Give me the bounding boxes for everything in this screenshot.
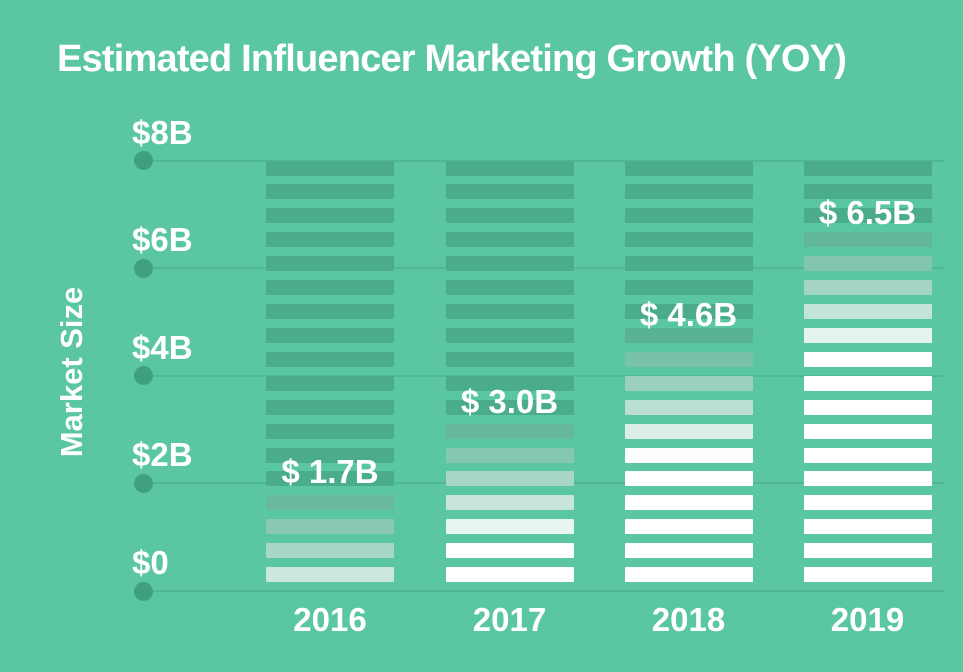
gridline-dot (133, 151, 153, 170)
bar-stripe (266, 543, 394, 559)
bar-stripe (624, 399, 753, 415)
bar-stripe (803, 375, 932, 391)
bar-stripe (445, 543, 574, 559)
bar-stripe (803, 304, 932, 319)
value-label-2017: $ 3.0B (460, 382, 559, 420)
bar-stripe (445, 567, 574, 583)
bar-stripe (266, 399, 394, 415)
bar-stripe (445, 447, 574, 463)
bar-stripe (803, 208, 932, 224)
bar-2017 (445, 160, 574, 592)
y-tick-label: $6B (132, 221, 193, 259)
bar-stripe (803, 256, 932, 272)
bar-stripe (445, 256, 574, 272)
bar-stripe (624, 567, 753, 583)
bar-stripe (266, 327, 394, 343)
bar-stripe (624, 160, 753, 176)
bar-stripe (445, 232, 574, 248)
bar-2016 (266, 160, 394, 592)
bar-stripe (624, 495, 753, 511)
bar-stripe (803, 423, 932, 439)
bar-stripe (803, 543, 932, 559)
bar-stripe (266, 375, 394, 391)
bar-stripe (624, 184, 753, 200)
bar-stripe (445, 519, 574, 535)
y-tick-label: $0 (132, 544, 169, 581)
bar-stripe (803, 351, 932, 367)
bar-stripe (624, 423, 753, 439)
bar-stripe (266, 423, 394, 439)
bar-2019 (803, 160, 932, 592)
bar-2018 (624, 160, 753, 592)
value-label-2019: $ 6.5B (818, 194, 917, 232)
bar-stripe (803, 327, 932, 343)
bar-stripe (445, 304, 574, 319)
bar-stripe (803, 471, 932, 487)
bar-stripe (266, 519, 394, 535)
y-tick-label: $8B (132, 113, 193, 151)
bar-stripe (803, 160, 932, 176)
y-axis-title: Market Size (54, 286, 89, 458)
bar-stripe (445, 495, 574, 511)
bar-stripe (445, 471, 574, 487)
value-label-2018: $ 4.6B (639, 296, 738, 334)
x-tick-label-2019: 2019 (830, 601, 905, 638)
bar-stripe (803, 519, 932, 535)
bar-stripe (624, 543, 753, 559)
gridline-dot (133, 473, 153, 493)
x-tick-label-2017: 2017 (472, 601, 547, 638)
x-tick-label-2018: 2018 (651, 601, 726, 638)
gridline-dot (133, 581, 153, 601)
bar-stripe (803, 280, 932, 296)
bar-stripe (266, 232, 394, 248)
gridline-dot (133, 258, 153, 278)
bar-stripe (445, 375, 574, 391)
bar-stripe (803, 232, 932, 248)
bar-stripe (624, 327, 753, 343)
bar-stripe (266, 160, 394, 176)
bar-stripe (445, 184, 574, 200)
bar-stripe (624, 304, 753, 319)
bar-stripe (803, 399, 932, 415)
bar-stripe (624, 208, 753, 224)
chart-title: Estimated Influencer Marketing Growth (Y… (57, 38, 847, 80)
gridline-0b (143, 590, 945, 592)
bar-stripe (266, 304, 394, 319)
bar-stripe (624, 280, 753, 296)
bar-stripe (624, 351, 753, 367)
bar-stripe (803, 567, 932, 583)
bar-stripe (445, 208, 574, 224)
bar-stripe (624, 256, 753, 272)
bar-stripe (624, 447, 753, 463)
bar-stripe (266, 256, 394, 272)
bar-stripe (266, 447, 394, 463)
bar-stripe (445, 280, 574, 296)
x-tick-label-2016: 2016 (293, 601, 367, 638)
y-tick-label: $4B (132, 328, 193, 366)
bar-stripe (266, 280, 394, 296)
bar-stripe (445, 351, 574, 367)
bar-stripe (445, 160, 574, 176)
bar-stripe (266, 208, 394, 224)
bar-stripe (445, 423, 574, 439)
bar-stripe (624, 375, 753, 391)
bar-stripe (624, 232, 753, 248)
bar-stripe (803, 495, 932, 511)
bar-stripe (266, 495, 394, 511)
bar-stripe (266, 567, 394, 583)
bar-stripe (266, 351, 394, 367)
bar-stripe (624, 471, 753, 487)
gridline-dot (133, 366, 153, 386)
bar-stripe (266, 184, 394, 200)
bar-stripe (266, 471, 394, 487)
bar-stripe (803, 184, 932, 200)
bar-stripe (803, 447, 932, 463)
bar-stripe (624, 519, 753, 535)
y-tick-label: $2B (132, 436, 193, 474)
bar-stripe (445, 327, 574, 343)
bar-stripe (445, 399, 574, 415)
value-label-2016: $ 1.7B (281, 452, 379, 490)
